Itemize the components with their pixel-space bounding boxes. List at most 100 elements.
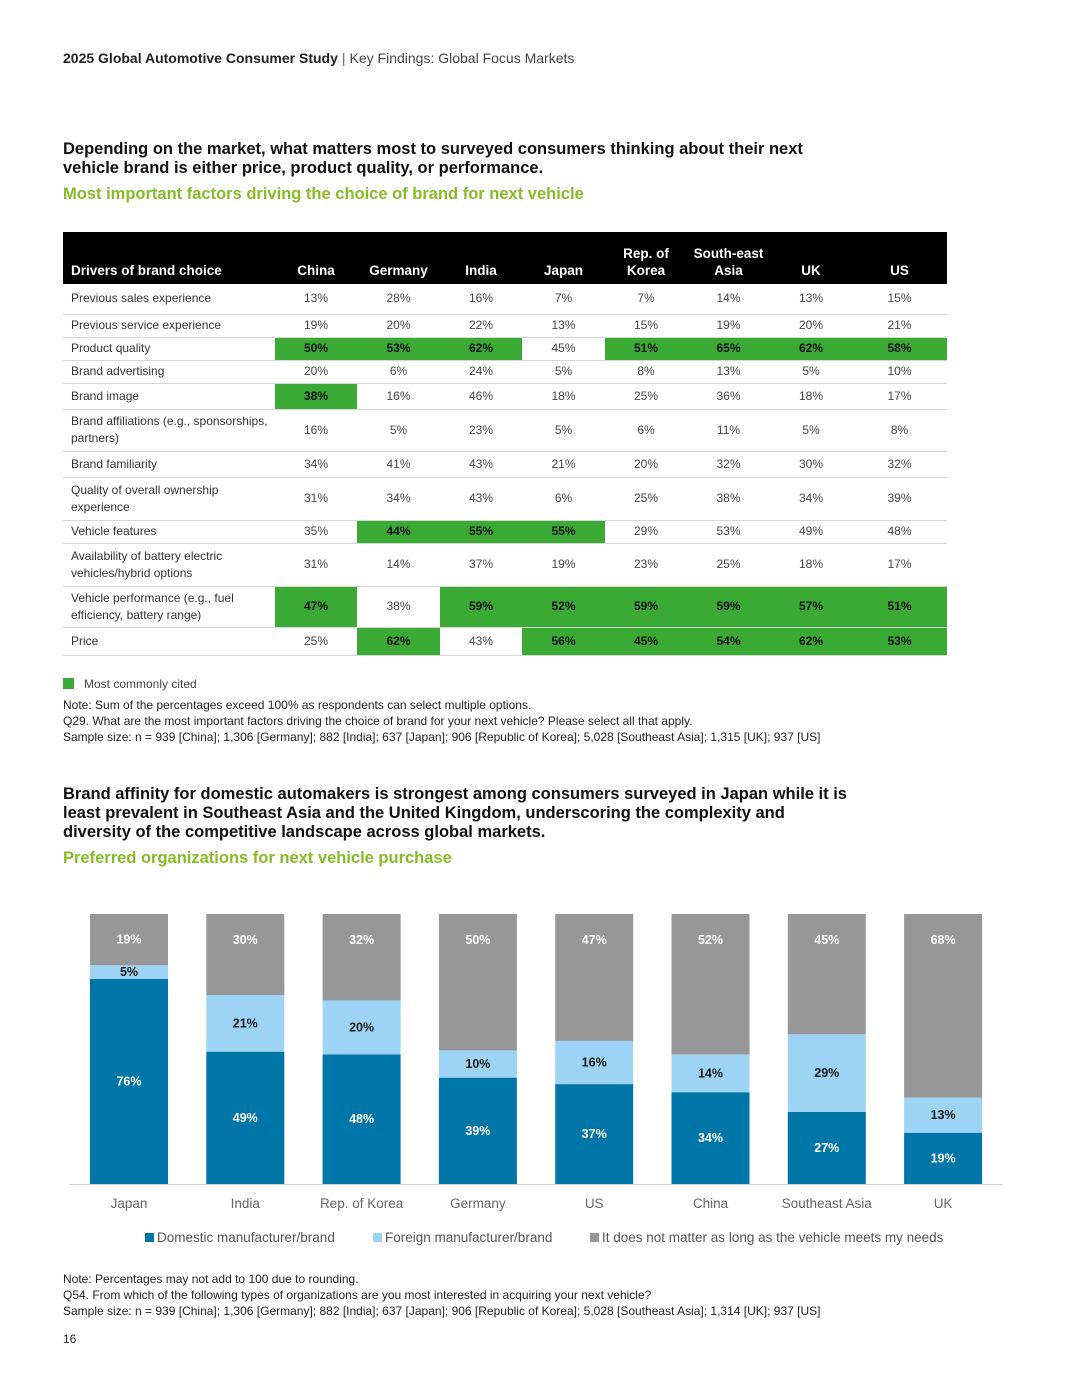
legend-swatch-most-cited bbox=[63, 678, 74, 689]
table-cell: 34% bbox=[770, 477, 852, 521]
table-cell-highlighted: 59% bbox=[687, 586, 770, 628]
table-cell: 6% bbox=[357, 360, 440, 384]
bar-segment-foreign-china bbox=[671, 1054, 750, 1093]
table-cell: 45% bbox=[522, 337, 605, 361]
row-label: Brand affiliations (e.g., sponsorships, … bbox=[63, 409, 275, 452]
table-cell: 19% bbox=[275, 314, 357, 338]
table-cell: 6% bbox=[605, 409, 687, 452]
data-label-foreign-southeast-asia: 29% bbox=[814, 1066, 839, 1080]
data-label-foreign-japan: 5% bbox=[120, 965, 138, 979]
data-label-no-matter-rep-of-korea: 32% bbox=[349, 933, 374, 947]
table-cell: 34% bbox=[275, 451, 357, 478]
table-cell: 5% bbox=[522, 409, 605, 452]
data-label-foreign-us: 16% bbox=[582, 1056, 607, 1070]
table-header-row: Drivers of brand choice China Germany India… bbox=[63, 232, 947, 284]
table-cell-highlighted: 50% bbox=[275, 337, 357, 361]
table-cell: 18% bbox=[770, 543, 852, 587]
bar-segment-domestic-india bbox=[206, 1051, 285, 1184]
table-cell: 31% bbox=[275, 477, 357, 521]
category-label-rep-of-korea: Rep. of Korea bbox=[320, 1196, 404, 1211]
bar-segment-domestic-uk bbox=[904, 1132, 983, 1184]
row-label: Previous service experience bbox=[63, 314, 275, 338]
table-cell: 16% bbox=[440, 284, 522, 315]
table-cell-highlighted: 65% bbox=[687, 337, 770, 361]
bar-segment-no-matter-uk bbox=[904, 914, 983, 1098]
table-cell: 13% bbox=[770, 284, 852, 315]
table-cell: 13% bbox=[522, 314, 605, 338]
table-cell: 43% bbox=[440, 451, 522, 478]
row-label: Brand image bbox=[63, 383, 275, 410]
table-cell: 16% bbox=[357, 383, 440, 410]
table-cell: 53% bbox=[687, 520, 770, 544]
table-cell-highlighted: 59% bbox=[440, 586, 522, 628]
legend-label-no-matter: It does not matter as long as the vehicl… bbox=[602, 1230, 944, 1245]
legend-item-domestic: Domestic manufacturer/brand bbox=[145, 1230, 335, 1245]
table-cell: 5% bbox=[770, 409, 852, 452]
table-cell: 14% bbox=[687, 284, 770, 315]
category-label-germany: Germany bbox=[450, 1196, 506, 1211]
table-cell: 29% bbox=[605, 520, 687, 544]
legend-label-foreign: Foreign manufacturer/brand bbox=[385, 1230, 553, 1245]
drivers-table: Drivers of brand choice China Germany India… bbox=[63, 232, 947, 656]
legend-item-foreign: Foreign manufacturer/brand bbox=[373, 1230, 552, 1245]
bar-segment-no-matter-germany bbox=[438, 914, 517, 1051]
bar-segment-domestic-china bbox=[671, 1092, 750, 1184]
column-header-market: South-east Asia bbox=[687, 232, 770, 284]
column-header-market: China bbox=[275, 232, 357, 284]
table-cell: 7% bbox=[605, 284, 687, 315]
table-cell-highlighted: 53% bbox=[852, 627, 947, 656]
table-cell-highlighted: 51% bbox=[605, 337, 687, 361]
table-cell-highlighted: 55% bbox=[522, 520, 605, 544]
table-cell: 17% bbox=[852, 543, 947, 587]
table-cell: 18% bbox=[770, 383, 852, 410]
legend-item-no-matter: It does not matter as long as the vehicl… bbox=[590, 1230, 943, 1245]
table-legend: Most commonly cited bbox=[63, 677, 197, 691]
table-cell: 28% bbox=[357, 284, 440, 315]
bar-segment-no-matter-rep-of-korea bbox=[322, 914, 401, 1001]
data-label-domestic-china: 34% bbox=[698, 1131, 723, 1145]
row-label: Vehicle performance (e.g., fuel efficien… bbox=[63, 586, 275, 628]
table-cell: 20% bbox=[357, 314, 440, 338]
legend-swatch-foreign bbox=[373, 1233, 382, 1242]
table-cell: 17% bbox=[852, 383, 947, 410]
category-label-japan: Japan bbox=[111, 1196, 148, 1211]
table-cell: 19% bbox=[522, 543, 605, 587]
table-row: Brand familiarity 34% 41% 43% 21% 20% 32% 30% 32… bbox=[63, 451, 947, 478]
page-header: 2025 Global Automotive Consumer Study | Ke… bbox=[63, 50, 574, 66]
table-cell: 15% bbox=[605, 314, 687, 338]
table-cell: 25% bbox=[605, 477, 687, 521]
legend-label: Most commonly cited bbox=[84, 677, 197, 691]
table-row: Previous service experience 19% 20% 22% 13% 1… bbox=[63, 314, 947, 338]
sample-size-line: Sample size: n = 939 [China]; 1,306 [Ger… bbox=[63, 730, 821, 744]
section2-subheading: Preferred organizations for next vehicle… bbox=[63, 849, 452, 867]
table-row: Brand advertising 20% 6% 24% 5% 8% 13% 5% 10% bbox=[63, 360, 947, 384]
data-label-domestic-germany: 39% bbox=[465, 1124, 490, 1138]
table-cell: 15% bbox=[852, 284, 947, 315]
bar-segment-domestic-us bbox=[555, 1084, 634, 1184]
table-cell: 8% bbox=[605, 360, 687, 384]
row-label: Brand familiarity bbox=[63, 451, 275, 478]
table-cell-highlighted: 54% bbox=[687, 627, 770, 656]
column-header-market: India bbox=[440, 232, 522, 284]
row-label: Previous sales experience bbox=[63, 284, 275, 315]
table-cell: 7% bbox=[522, 284, 605, 315]
table-cell-highlighted: 62% bbox=[770, 627, 852, 656]
table-cell-highlighted: 47% bbox=[275, 586, 357, 628]
table-cell: 11% bbox=[687, 409, 770, 452]
table-cell: 14% bbox=[357, 543, 440, 587]
legend-swatch-no-matter bbox=[590, 1233, 599, 1242]
data-label-no-matter-china: 52% bbox=[698, 933, 723, 947]
table-cell: 49% bbox=[770, 520, 852, 544]
table-cell-highlighted: 57% bbox=[770, 586, 852, 628]
stacked-bar-chart: 76% 5% 19% Japan 49% 21% 30% India 48% 20% 32% Rep.… bbox=[70, 914, 1003, 1211]
table-cell-highlighted: 51% bbox=[852, 586, 947, 628]
section1-subheading: Most important factors driving the choic… bbox=[63, 185, 584, 203]
table-cell: 46% bbox=[440, 383, 522, 410]
data-label-domestic-japan: 76% bbox=[116, 1074, 141, 1088]
bar-segment-domestic-rep-of-korea bbox=[322, 1054, 401, 1184]
section1-heading: Depending on the market, what matters mo… bbox=[63, 140, 803, 177]
table-cell: 19% bbox=[687, 314, 770, 338]
table-cell: 25% bbox=[275, 627, 357, 656]
row-label: Vehicle features bbox=[63, 520, 275, 544]
table-row: Brand affiliations (e.g., sponsorships, … bbox=[63, 409, 947, 452]
